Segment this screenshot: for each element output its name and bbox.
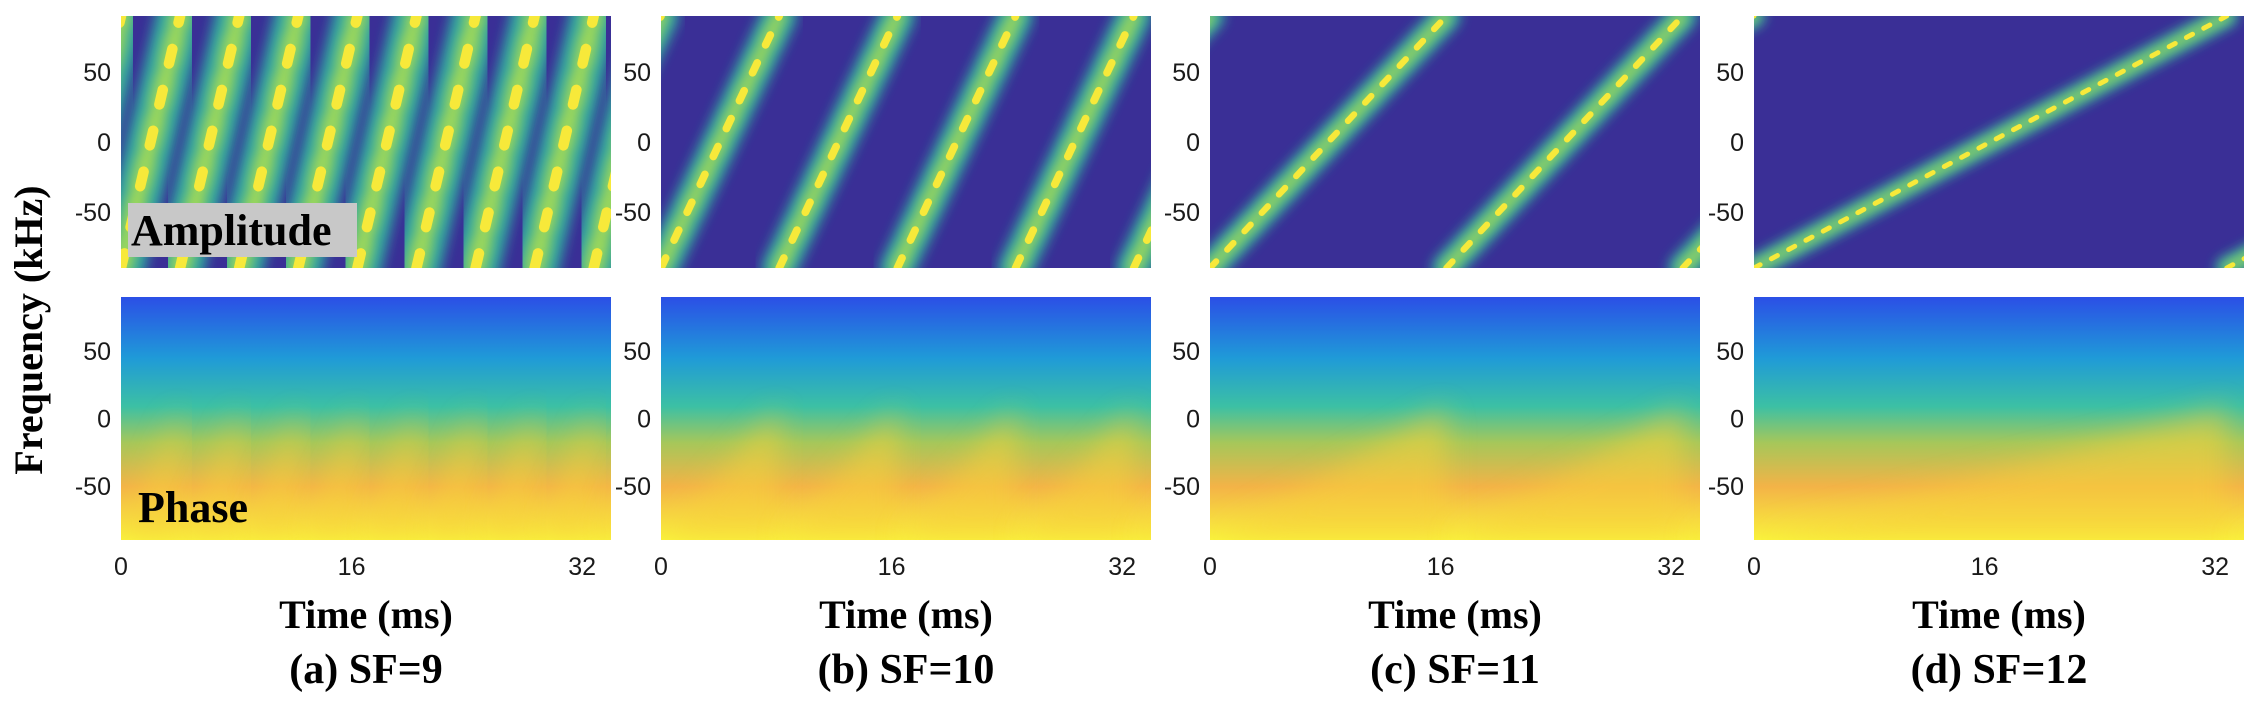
x-tick-label: 16 [1427, 553, 1455, 581]
x-axis-label: Time (ms) [1368, 592, 1542, 637]
x-tick-label: 32 [1657, 553, 1685, 581]
chirp-line [771, 16, 906, 268]
y-tick-label: -50 [1708, 199, 1744, 227]
phase-panel-c-phase [1210, 297, 1700, 540]
phase-row-label: Phase [138, 483, 248, 532]
chirp-peak [588, 171, 611, 268]
x-tick-label: 16 [338, 553, 366, 581]
y-tick-label: 50 [623, 338, 651, 366]
phase-sawtooth [121, 406, 181, 540]
phase-panel-d-phase [1754, 297, 2244, 540]
amplitude-row-label: Amplitude [128, 203, 357, 257]
phase-sawtooth [534, 406, 594, 540]
phase-sawtooth [1446, 406, 1683, 540]
phase-sawtooth [1754, 406, 2227, 540]
chirp-peak [529, 16, 599, 268]
chirp-peak [1210, 16, 1450, 268]
chirp-peak [121, 16, 127, 39]
chirp-line [1007, 16, 1142, 268]
phase-sawtooth [416, 406, 476, 540]
x-tick-label: 32 [1108, 553, 1136, 581]
amplitude-panel-d-amplitude [1754, 16, 2244, 268]
x-tick-label: 16 [878, 553, 906, 581]
chirp-peak [470, 16, 540, 268]
y-tick-label: -50 [75, 473, 111, 501]
y-axis-label: Frequency (kHz) [6, 185, 51, 474]
amplitude-background [1210, 16, 1700, 268]
y-tick-label: -50 [1708, 473, 1744, 501]
phase-panel-a-phase [121, 297, 611, 540]
y-tick-label: 50 [1716, 59, 1744, 87]
x-tick-label: 32 [2201, 553, 2229, 581]
phase-sawtooth [1210, 406, 1447, 540]
x-axis-label: Time (ms) [1912, 592, 2086, 637]
y-tick-label: 0 [637, 129, 651, 157]
phase-sawtooth [2226, 535, 2244, 540]
phase-sawtooth [779, 406, 898, 540]
y-tick-label: -50 [615, 473, 651, 501]
y-tick-label: 50 [1716, 338, 1744, 366]
phase-sawtooth [897, 406, 1016, 540]
phase-sawtooth [1015, 406, 1134, 540]
y-tick-label: 0 [1730, 406, 1744, 434]
phase-sawtooth [180, 406, 240, 540]
phase-sawtooth [475, 406, 535, 540]
y-tick-label: -50 [615, 199, 651, 227]
x-tick-label: 0 [654, 553, 668, 581]
y-tick-label: 50 [1172, 59, 1200, 87]
panel-caption: (d) SF=12 [1911, 647, 2088, 693]
chirp-line [1754, 16, 2232, 268]
amplitude-panel-c-amplitude [1210, 16, 1700, 268]
y-tick-label: 50 [83, 59, 111, 87]
y-tick-label: 50 [623, 59, 651, 87]
panels-layer [121, 16, 2244, 540]
x-axis-label: Time (ms) [279, 592, 453, 637]
panel-caption: (c) SF=11 [1370, 647, 1540, 693]
chirp-peak [1443, 16, 1686, 268]
y-tick-label: 0 [1186, 406, 1200, 434]
y-tick-label: 0 [97, 406, 111, 434]
amplitude-panel-b-amplitude [661, 16, 1151, 268]
panel-caption: (b) SF=10 [818, 647, 995, 693]
phase-sawtooth [1682, 530, 1700, 540]
x-tick-label: 0 [114, 553, 128, 581]
x-tick-label: 16 [1971, 553, 1999, 581]
y-tick-label: 0 [1186, 129, 1200, 157]
panel-caption: (a) SF=9 [289, 647, 442, 693]
phase-panel-b-phase [661, 297, 1151, 540]
y-tick-label: 0 [637, 406, 651, 434]
x-tick-label: 0 [1203, 553, 1217, 581]
y-tick-label: 50 [1172, 338, 1200, 366]
phase-sawtooth [1133, 520, 1151, 540]
phase-sawtooth [298, 406, 358, 540]
chirp-peak [352, 16, 422, 268]
chirp-line [121, 16, 132, 62]
chirp-peak [411, 16, 481, 268]
y-tick-label: 50 [83, 338, 111, 366]
x-tick-label: 0 [1747, 553, 1761, 581]
y-tick-label: -50 [1164, 199, 1200, 227]
phase-sawtooth [661, 406, 780, 540]
phase-sawtooth [593, 500, 611, 540]
chirp-glow [121, 16, 145, 122]
phase-sawtooth [357, 406, 417, 540]
chirp-line [889, 16, 1024, 268]
x-axis-label: Time (ms) [819, 592, 993, 637]
y-tick-label: -50 [75, 199, 111, 227]
phase-sawtooth [239, 406, 299, 540]
chirp-line [661, 16, 787, 268]
x-tick-label: 32 [568, 553, 596, 581]
svg-text:Amplitude: Amplitude [131, 206, 331, 255]
y-tick-label: 0 [1730, 129, 1744, 157]
y-tick-label: 0 [97, 129, 111, 157]
y-tick-label: -50 [1164, 473, 1200, 501]
labels-layer: 50 0 -50 50 0 -50 50 0 -50 50 0 -50 50 0 -50 0 16 32 Time … [75, 59, 2229, 693]
